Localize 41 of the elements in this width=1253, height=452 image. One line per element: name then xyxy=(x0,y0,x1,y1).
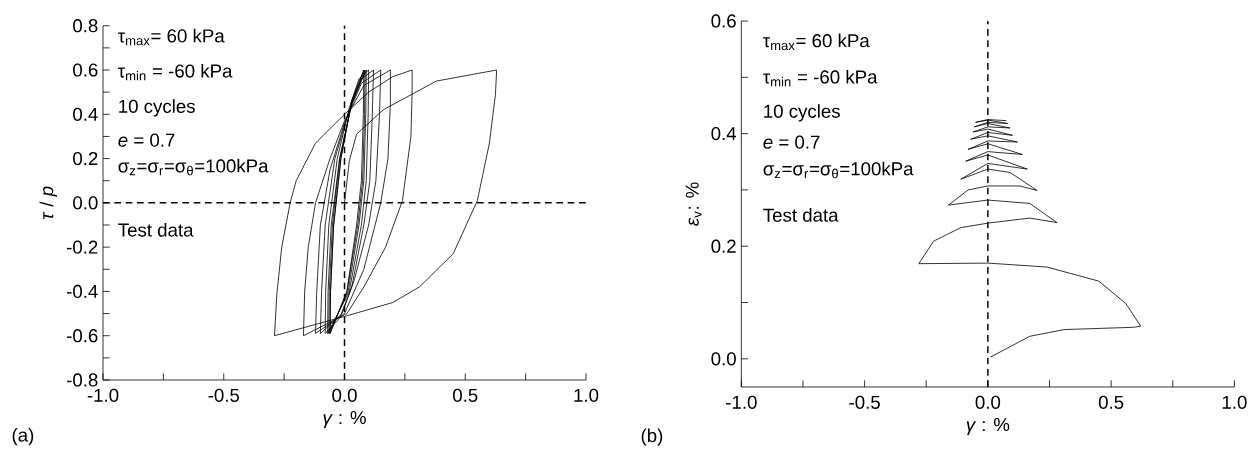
y-tick-label: -0.2 xyxy=(66,240,98,254)
text: (b) xyxy=(641,428,663,446)
y-tick-label: 0.4 xyxy=(73,107,98,121)
y-axis-title: τ / p xyxy=(39,186,57,220)
y-tick-label: 0.0 xyxy=(711,352,736,366)
annotation: τ$_{max}$= 60 kPa xyxy=(118,28,225,46)
x-tick-label: 0.5 xyxy=(453,388,478,402)
x-tick-label: -1.0 xyxy=(726,395,757,409)
x-tick-label: 1.0 xyxy=(574,388,599,402)
annotation: Test data xyxy=(118,222,194,237)
y-tick-label: 0.8 xyxy=(73,19,98,33)
x-tick-label: -0.5 xyxy=(208,388,240,402)
y-tick-label: -0.4 xyxy=(66,284,98,299)
annotation: e = 0.7 xyxy=(118,133,175,147)
y-tick-label: 0.6 xyxy=(711,14,736,28)
y-tick-label: 0.2 xyxy=(711,239,736,253)
annotation: σ$_{z}$=σ$_{r}$=σ$_{θ}$=100kPa xyxy=(763,161,914,179)
annotation: 10 cycles xyxy=(119,99,195,117)
annotation: Test data xyxy=(763,208,839,222)
annotation: τ$_{max}$= 60 kPa xyxy=(763,33,870,51)
y-tick-label: -0.8 xyxy=(66,373,98,387)
annotation: τ$_{min}$ = -60 kPa xyxy=(118,63,233,81)
annotation: e = 0.7 xyxy=(763,135,820,149)
y-tick-label: 0.6 xyxy=(73,63,98,77)
x-axis-title: γ : % xyxy=(323,411,366,428)
text: (a) xyxy=(12,427,34,446)
x-tick-label: -0.5 xyxy=(849,395,880,409)
annotation: σ$_{z}$=σ$_{r}$=σ$_{θ}$=100kPa xyxy=(118,158,269,176)
y-tick-label: 0.4 xyxy=(711,126,737,141)
x-tick-label: -1.0 xyxy=(87,388,119,402)
y-tick-label: 0.0 xyxy=(73,196,98,210)
x-tick-label: 0.0 xyxy=(332,388,357,402)
annotation: 10 cycles xyxy=(764,104,840,122)
x-tick-label: 0.5 xyxy=(1098,395,1124,409)
y-tick-label: -0.6 xyxy=(66,329,98,343)
x-axis-title: γ : % xyxy=(966,418,1010,435)
x-tick-label: 0.0 xyxy=(975,395,1001,409)
x-tick-label: 1.0 xyxy=(1222,395,1247,409)
y-axis-title: ε$_{v}$: % xyxy=(685,182,702,226)
y-tick-label: 0.2 xyxy=(73,151,98,166)
annotation: τ$_{min}$ = -60 kPa xyxy=(763,69,878,87)
